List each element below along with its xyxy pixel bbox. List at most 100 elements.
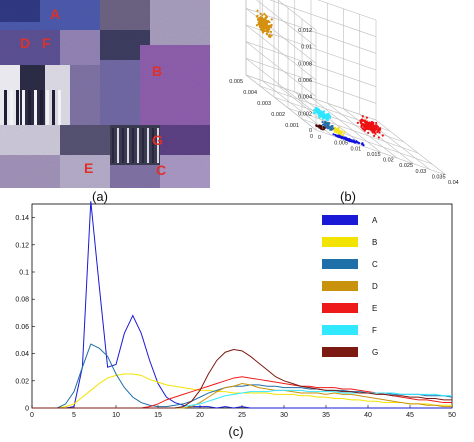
point-f	[322, 116, 326, 119]
stripe	[52, 90, 55, 125]
point-f	[320, 114, 323, 117]
x-tick-label: 25	[238, 412, 246, 418]
point-a	[343, 137, 346, 140]
point-a	[332, 133, 335, 136]
point-e	[377, 136, 380, 139]
image-block	[70, 65, 100, 125]
point-f	[318, 116, 321, 119]
point-d	[259, 12, 262, 15]
point-d	[265, 25, 268, 28]
right-tick-label: 0.005	[334, 141, 348, 147]
legend-label-e: E	[372, 304, 377, 313]
x-tick-label: 40	[364, 412, 372, 418]
legend-swatch-g	[322, 347, 358, 357]
point-d	[264, 14, 267, 17]
right-tick-label: 0.025	[399, 163, 413, 169]
x-tick-label: 30	[280, 412, 288, 418]
image-block	[100, 0, 150, 30]
point-f	[317, 110, 320, 113]
legend-label-a: A	[372, 216, 378, 225]
point-d	[267, 20, 271, 23]
region-label-a: A	[50, 6, 60, 22]
point-e	[373, 130, 376, 134]
point-a	[360, 142, 364, 146]
point-d	[256, 9, 259, 12]
stripe	[34, 90, 37, 125]
point-e	[367, 131, 370, 134]
image-block	[60, 125, 110, 155]
z-tick-label: 0.012	[298, 28, 312, 34]
left-tick-label: 0.005	[229, 79, 243, 85]
point-e	[361, 115, 364, 118]
point-d	[261, 31, 265, 34]
point-f	[326, 117, 329, 120]
point-e	[375, 121, 378, 125]
point-f	[312, 111, 316, 115]
z-tick-label: 0.004	[298, 95, 312, 101]
point-e	[359, 120, 362, 124]
stripe	[58, 90, 61, 125]
series-line-g	[32, 349, 452, 409]
grid-line	[375, 119, 447, 176]
region-label-g: G	[152, 132, 163, 148]
legend-swatch-f	[322, 325, 358, 335]
point-f	[328, 114, 331, 117]
panel-b: 0 0.002 0.004 0.006 0.008 0.01 0.012 0.005 0.004…	[212, 0, 474, 204]
right-tick-label: 0.03	[416, 169, 427, 175]
grid-line	[245, 41, 317, 97]
y-tick-label: 0.12	[15, 242, 29, 249]
point-d	[261, 19, 264, 22]
point-f	[319, 111, 322, 115]
left-tick-label: 0	[310, 134, 313, 140]
point-e	[368, 125, 372, 128]
point-d	[257, 23, 260, 26]
point-e	[356, 121, 359, 124]
point-d	[259, 25, 262, 29]
y-tick-label: 0.04	[15, 351, 29, 358]
stripe	[127, 128, 129, 163]
point-c	[332, 127, 335, 130]
point-g	[322, 128, 325, 131]
point-d	[263, 12, 266, 15]
panel-c: 0 5 10 15 20 25 30 35 40 45 50 0 0.02 0.04 0.06 0.08 0.1…	[0, 196, 474, 442]
legend-swatch-b	[322, 237, 358, 247]
legend-swatch-c	[322, 259, 358, 269]
image-block	[0, 0, 40, 22]
caption-c: (c)	[228, 424, 244, 439]
y-tick-label: 0.02	[15, 378, 29, 385]
point-d	[265, 22, 268, 25]
point-c	[327, 125, 330, 128]
point-c	[321, 123, 325, 126]
right-tick-label: 0.015	[367, 152, 381, 158]
point-d	[261, 14, 264, 17]
stripe	[137, 128, 139, 163]
point-c	[329, 127, 332, 130]
point-d	[262, 27, 265, 31]
point-e	[363, 119, 367, 122]
image-block	[150, 0, 210, 45]
point-a	[356, 141, 359, 144]
right-tick-label: 0.04	[448, 180, 459, 186]
grid-line	[245, 8, 317, 64]
stripe	[28, 90, 31, 125]
x-tick-label: 10	[112, 412, 120, 418]
image-block	[100, 60, 140, 125]
point-g	[315, 124, 318, 127]
x-tick-label: 35	[322, 412, 330, 418]
caption-a: (a)	[92, 189, 108, 204]
region-label-f: F	[42, 35, 51, 51]
stripe	[122, 128, 124, 163]
series-line-a	[32, 201, 452, 409]
point-e	[360, 122, 363, 125]
grid-line	[245, 74, 317, 131]
grid-line	[310, 97, 382, 153]
point-d	[260, 17, 264, 20]
point-b	[339, 131, 343, 134]
series-line-e	[32, 376, 452, 409]
point-e	[376, 125, 380, 129]
point-d	[255, 24, 259, 27]
region-label-d: D	[20, 35, 30, 51]
stripe	[40, 90, 43, 125]
region-label-e: E	[84, 160, 93, 176]
